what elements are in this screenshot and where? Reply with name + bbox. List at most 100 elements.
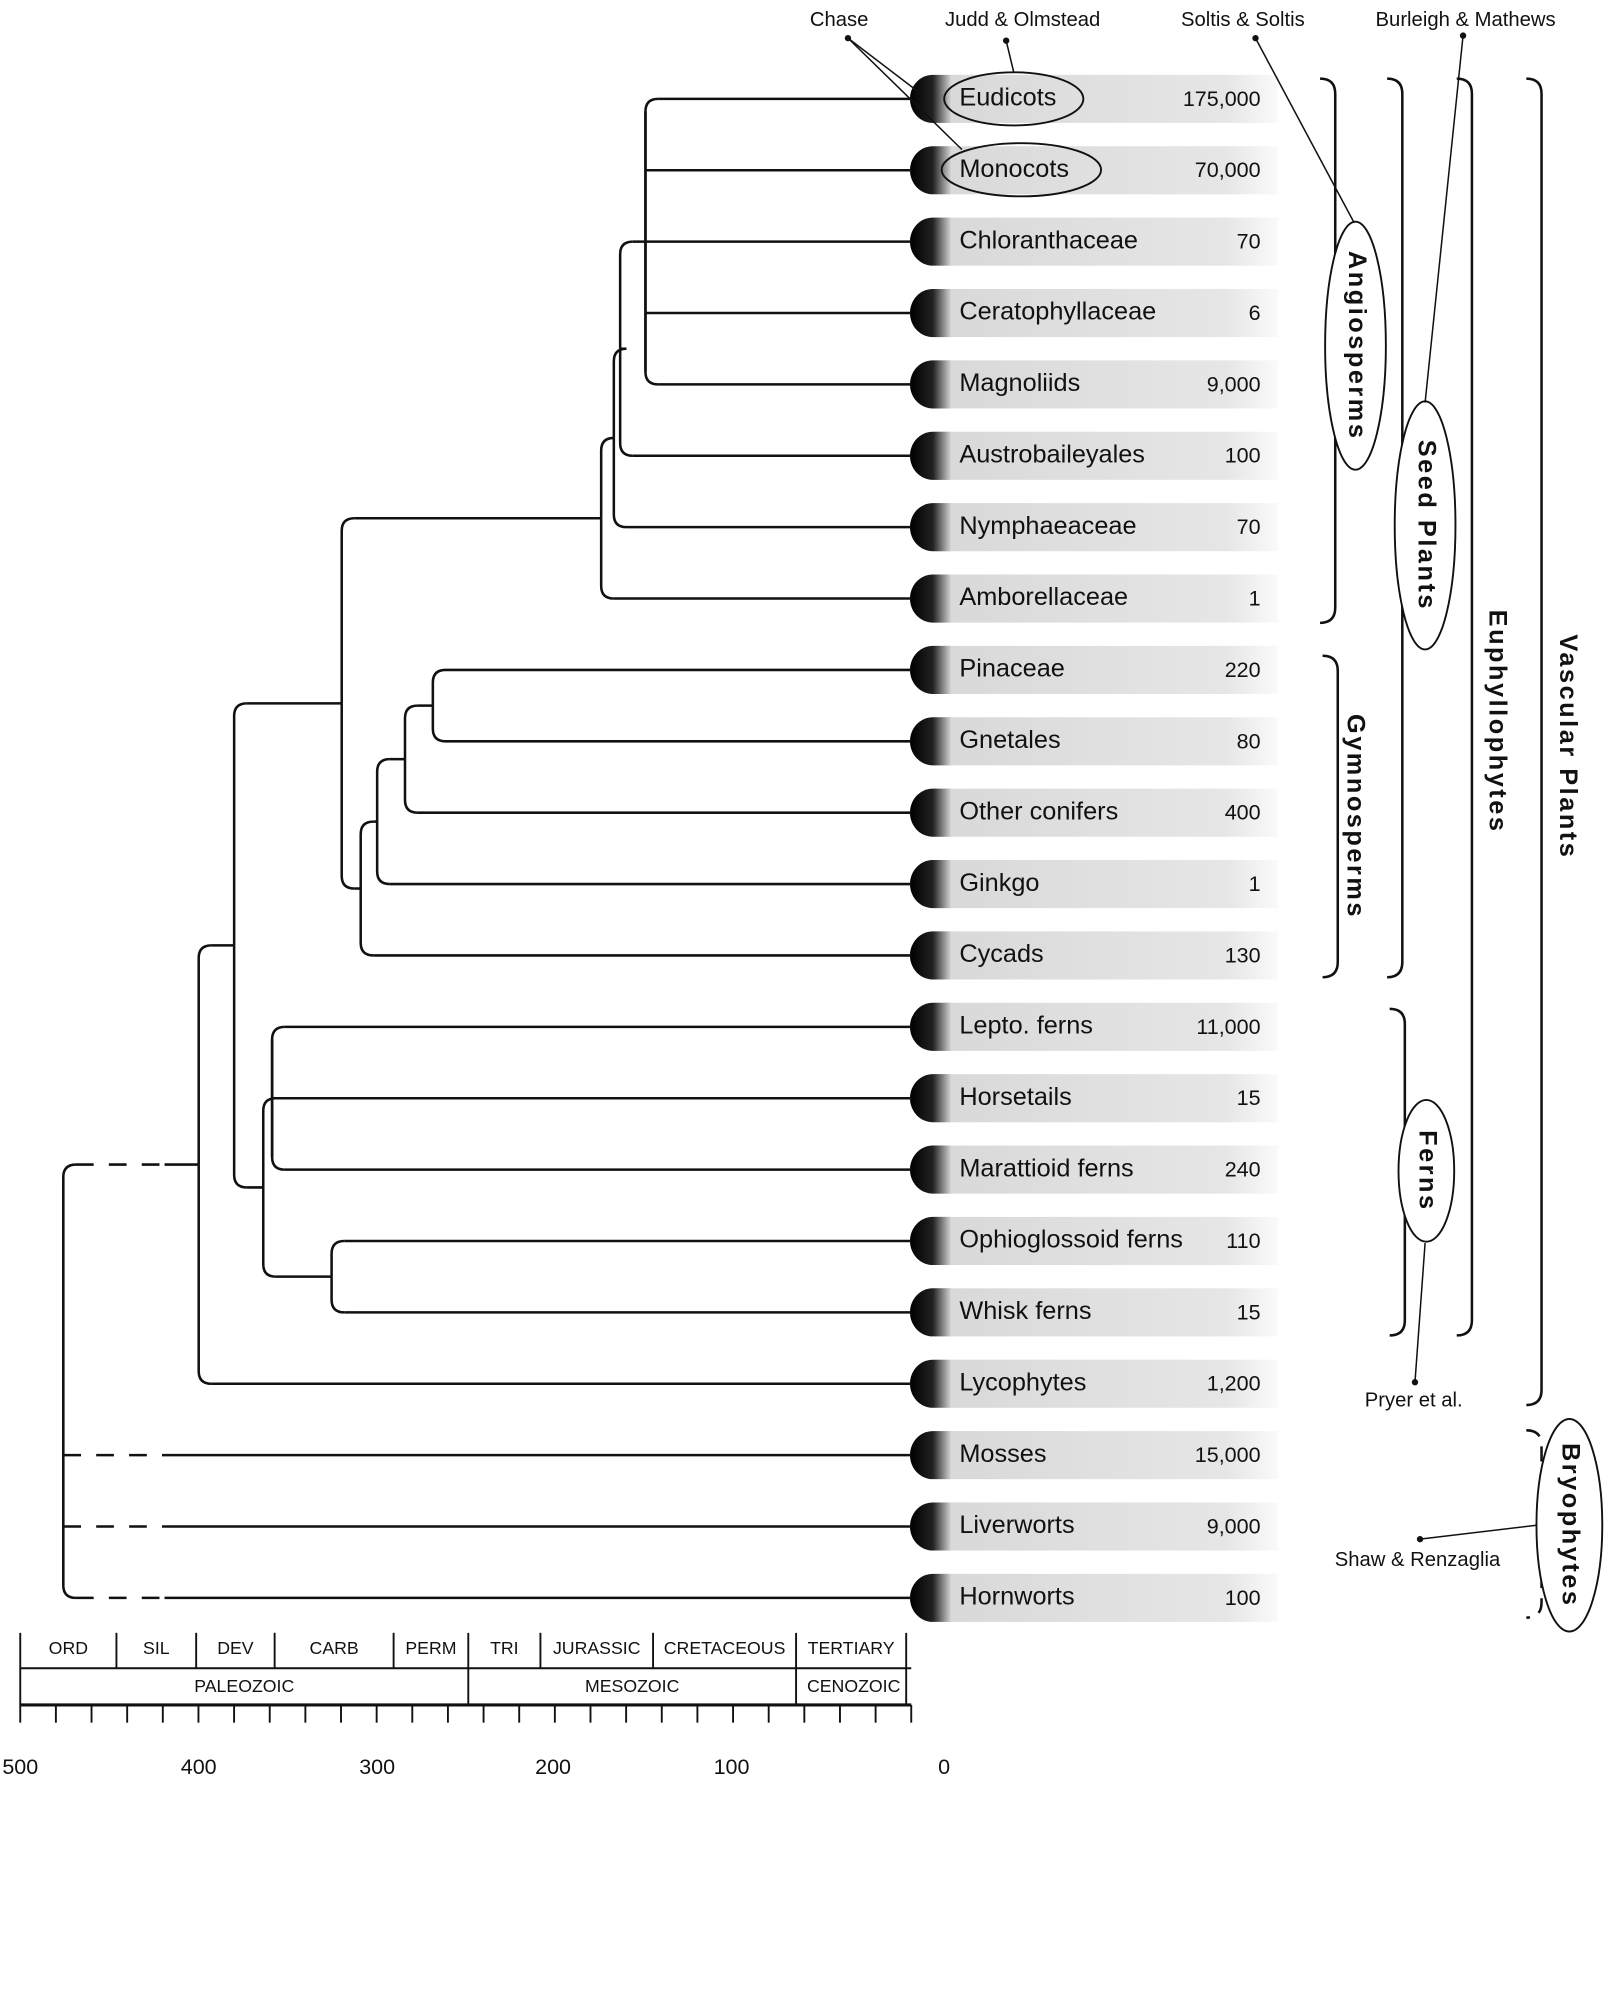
clade-bracket [1322, 654, 1340, 979]
taxon-bar [934, 645, 1279, 694]
group-ellipse [1397, 1099, 1456, 1243]
tree-branch [62, 1381, 76, 1600]
citation-leader [1005, 40, 1015, 73]
tree-branch [232, 702, 247, 946]
period-label: CRETACEOUS [664, 1638, 786, 1658]
taxon-bar [934, 1288, 1279, 1337]
tree-branch [270, 1025, 285, 1099]
taxon-cap [909, 931, 952, 980]
species-count: 130 [1225, 943, 1261, 967]
species-count: 240 [1225, 1158, 1261, 1182]
taxon-bar [934, 1431, 1279, 1480]
species-count: 400 [1225, 801, 1261, 825]
species-count: 11,000 [1196, 1015, 1260, 1039]
tree-branch [644, 97, 659, 242]
taxon-cap [909, 1502, 952, 1551]
species-count: 110 [1226, 1229, 1260, 1253]
tree-branch [340, 703, 355, 890]
taxon-cap [909, 503, 952, 552]
tree-branch [599, 518, 614, 600]
taxon-name: Pinaceae [959, 655, 1065, 683]
tree-branch [644, 241, 659, 386]
taxon-cap [909, 1074, 952, 1123]
tree-branch [340, 516, 355, 704]
axis-tick-label: 200 [535, 1755, 571, 1779]
era-label: PALEOZOIC [194, 1676, 294, 1696]
taxon-bar [934, 146, 1279, 195]
group-label: Ferns [1414, 1130, 1442, 1212]
group-ellipse [1324, 220, 1387, 471]
tree-branch [618, 348, 633, 458]
taxon-name: Eudicots [959, 84, 1056, 112]
axis-tick-label: 300 [359, 1755, 395, 1779]
citation: Judd & Olmstead [945, 9, 1100, 31]
species-count: 175,000 [1183, 87, 1261, 111]
taxon-bar [934, 1002, 1279, 1051]
species-count: 9,000 [1207, 372, 1261, 396]
taxon-cap [909, 1573, 952, 1622]
taxon-cap [909, 1145, 952, 1194]
taxon-cap [909, 1216, 952, 1266]
citation-leader [1424, 35, 1464, 403]
citation-leader [847, 37, 963, 151]
period-label: TERTIARY [808, 1638, 895, 1658]
clade-bracket [1456, 77, 1474, 1337]
citation-leader [847, 37, 919, 92]
group-label: Seed Plants [1412, 440, 1440, 611]
taxon-cap [909, 860, 952, 909]
tree-branch [197, 944, 212, 1165]
species-count: 100 [1225, 444, 1261, 468]
taxon-cap [909, 574, 952, 623]
citation-leader [1419, 1524, 1537, 1540]
taxon-name: Marattioid ferns [959, 1154, 1133, 1182]
taxon-bar [934, 1502, 1279, 1551]
period-label: JURASSIC [553, 1638, 641, 1658]
tree-branch [359, 888, 374, 957]
taxon-name: Liverworts [959, 1511, 1074, 1539]
tree-branch [403, 759, 418, 814]
citation-dot [1252, 34, 1259, 42]
group-label: Vascular Plants [1554, 634, 1582, 859]
tree-branch [62, 1163, 76, 1382]
taxon-name: Ophioglossoid ferns [959, 1226, 1183, 1254]
period-label: DEV [217, 1638, 254, 1658]
taxon-name: Chloranthaceae [959, 226, 1138, 254]
citation-dot [1411, 1379, 1419, 1386]
taxon-name: Ginkgo [959, 869, 1039, 897]
taxon-cap [909, 1359, 952, 1408]
taxon-cap [909, 360, 952, 409]
taxon-name: Magnoliids [959, 369, 1080, 397]
citation: Chase [810, 9, 869, 31]
taxon-cap [909, 788, 952, 837]
taxon-name: Ceratophyllaceae [959, 298, 1156, 326]
species-count: 6 [1249, 301, 1261, 325]
taxon-cap [909, 1431, 952, 1480]
taxon-bar [934, 1145, 1279, 1194]
taxon-name: Hornworts [959, 1583, 1074, 1611]
citation-dot [1003, 37, 1010, 44]
taxon-bar [934, 503, 1279, 552]
taxon-name: Nymphaeaceae [959, 512, 1136, 540]
taxon-cap [909, 1288, 952, 1337]
species-count: 100 [1225, 1586, 1261, 1610]
group-label: Euphyllophytes [1483, 610, 1511, 834]
tree-branch [261, 1187, 276, 1278]
species-count: 1 [1249, 872, 1261, 896]
tree-branch [375, 821, 390, 886]
tree-branch [270, 1098, 285, 1171]
species-count: 9,000 [1207, 1514, 1261, 1538]
axis-tick-label: 100 [714, 1755, 750, 1779]
tree-branch [261, 1096, 276, 1188]
tree-branch [330, 1276, 345, 1314]
taxon-cap [910, 146, 952, 195]
taxon-bar [934, 217, 1279, 266]
period-label: PERM [405, 1638, 456, 1658]
species-count: 1 [1249, 586, 1261, 610]
taxon-bar [934, 1074, 1279, 1123]
species-count: 15,000 [1195, 1443, 1261, 1467]
taxon-bar [934, 574, 1279, 623]
clade-bracket [1526, 77, 1543, 1407]
taxon-cap [909, 288, 952, 338]
taxon-bar [934, 717, 1279, 766]
